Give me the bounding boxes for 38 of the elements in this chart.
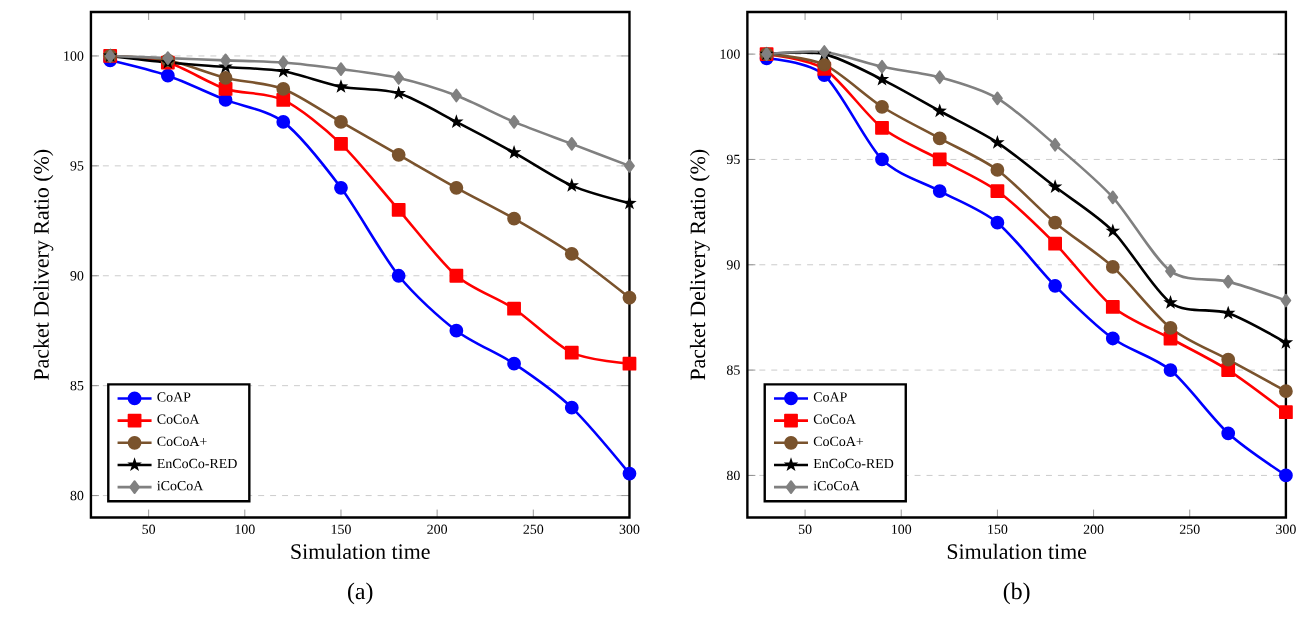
x-tick-label: 300 [1276, 524, 1296, 534]
x-tick-label: 300 [619, 524, 640, 534]
x-tick-label: 50 [798, 524, 812, 534]
x-tick-label: 200 [427, 524, 448, 534]
y-tick-label: 80 [726, 470, 740, 480]
x-tick-label: 150 [331, 524, 351, 534]
x-tick-label: 150 [988, 524, 1008, 534]
y-tick-label: 95 [726, 154, 740, 164]
legend-label: CoCoA [813, 414, 856, 424]
y-tick-label: 85 [726, 365, 740, 375]
legend-label: CoCoA+ [813, 436, 864, 446]
x-tick-label: 50 [142, 524, 156, 534]
y-tick-label: 80 [70, 490, 84, 501]
x-tick-label: 250 [523, 524, 544, 534]
y-tick-label: 95 [70, 160, 84, 171]
legend-label: CoCoA+ [157, 436, 207, 446]
y-tick-label: 90 [70, 270, 84, 281]
y-tick-label: 100 [64, 51, 84, 61]
y-tick-label: 100 [720, 49, 740, 59]
y-axis-title: Packet Delivery Ratio (%) [689, 149, 710, 380]
legend-label: EnCoCo-RED [813, 458, 894, 468]
legend-label: EnCoCo-RED [157, 458, 237, 468]
y-tick-label: 85 [70, 380, 84, 391]
text: (b) [1003, 582, 1030, 604]
x-axis-title: Simulation time [947, 543, 1087, 559]
legend-label: CoAP [157, 392, 191, 402]
x-axis-title: Simulation time [291, 543, 430, 559]
legend-label: CoCoA [157, 414, 200, 424]
y-tick-label: 90 [726, 259, 740, 270]
legend-label: iCoCoA [157, 480, 204, 491]
legend-label: CoAP [813, 392, 847, 402]
x-tick-label: 200 [1083, 524, 1104, 534]
legend-label: iCoCoA [813, 480, 860, 491]
x-tick-label: 250 [1179, 524, 1200, 534]
y-axis-title: Packet Delivery Ratio (%) [33, 149, 54, 380]
x-tick-label: 100 [892, 524, 912, 534]
text: (a) [348, 582, 373, 604]
x-tick-label: 100 [235, 524, 255, 534]
